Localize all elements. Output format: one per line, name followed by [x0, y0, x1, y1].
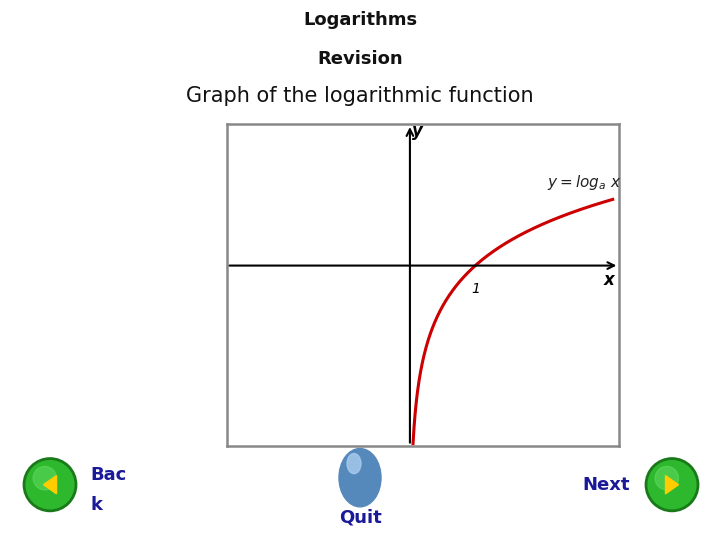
Polygon shape: [665, 476, 678, 494]
Circle shape: [646, 458, 698, 511]
Text: y: y: [413, 122, 423, 140]
Text: Revision: Revision: [318, 50, 402, 69]
Text: x: x: [604, 271, 615, 289]
Polygon shape: [43, 476, 56, 494]
Text: k: k: [90, 496, 102, 514]
Circle shape: [655, 467, 678, 490]
Ellipse shape: [339, 449, 381, 507]
Text: Bac: Bac: [90, 465, 126, 484]
Text: 1: 1: [471, 282, 480, 295]
Circle shape: [33, 467, 56, 490]
Text: Next: Next: [582, 476, 630, 494]
Text: Logarithms: Logarithms: [303, 11, 417, 29]
Circle shape: [24, 458, 76, 511]
Text: Quit: Quit: [338, 509, 382, 527]
Ellipse shape: [347, 454, 361, 474]
Text: $y = log_a\ x$: $y = log_a\ x$: [547, 173, 622, 192]
Text: Graph of the logarithmic function: Graph of the logarithmic function: [186, 86, 534, 106]
